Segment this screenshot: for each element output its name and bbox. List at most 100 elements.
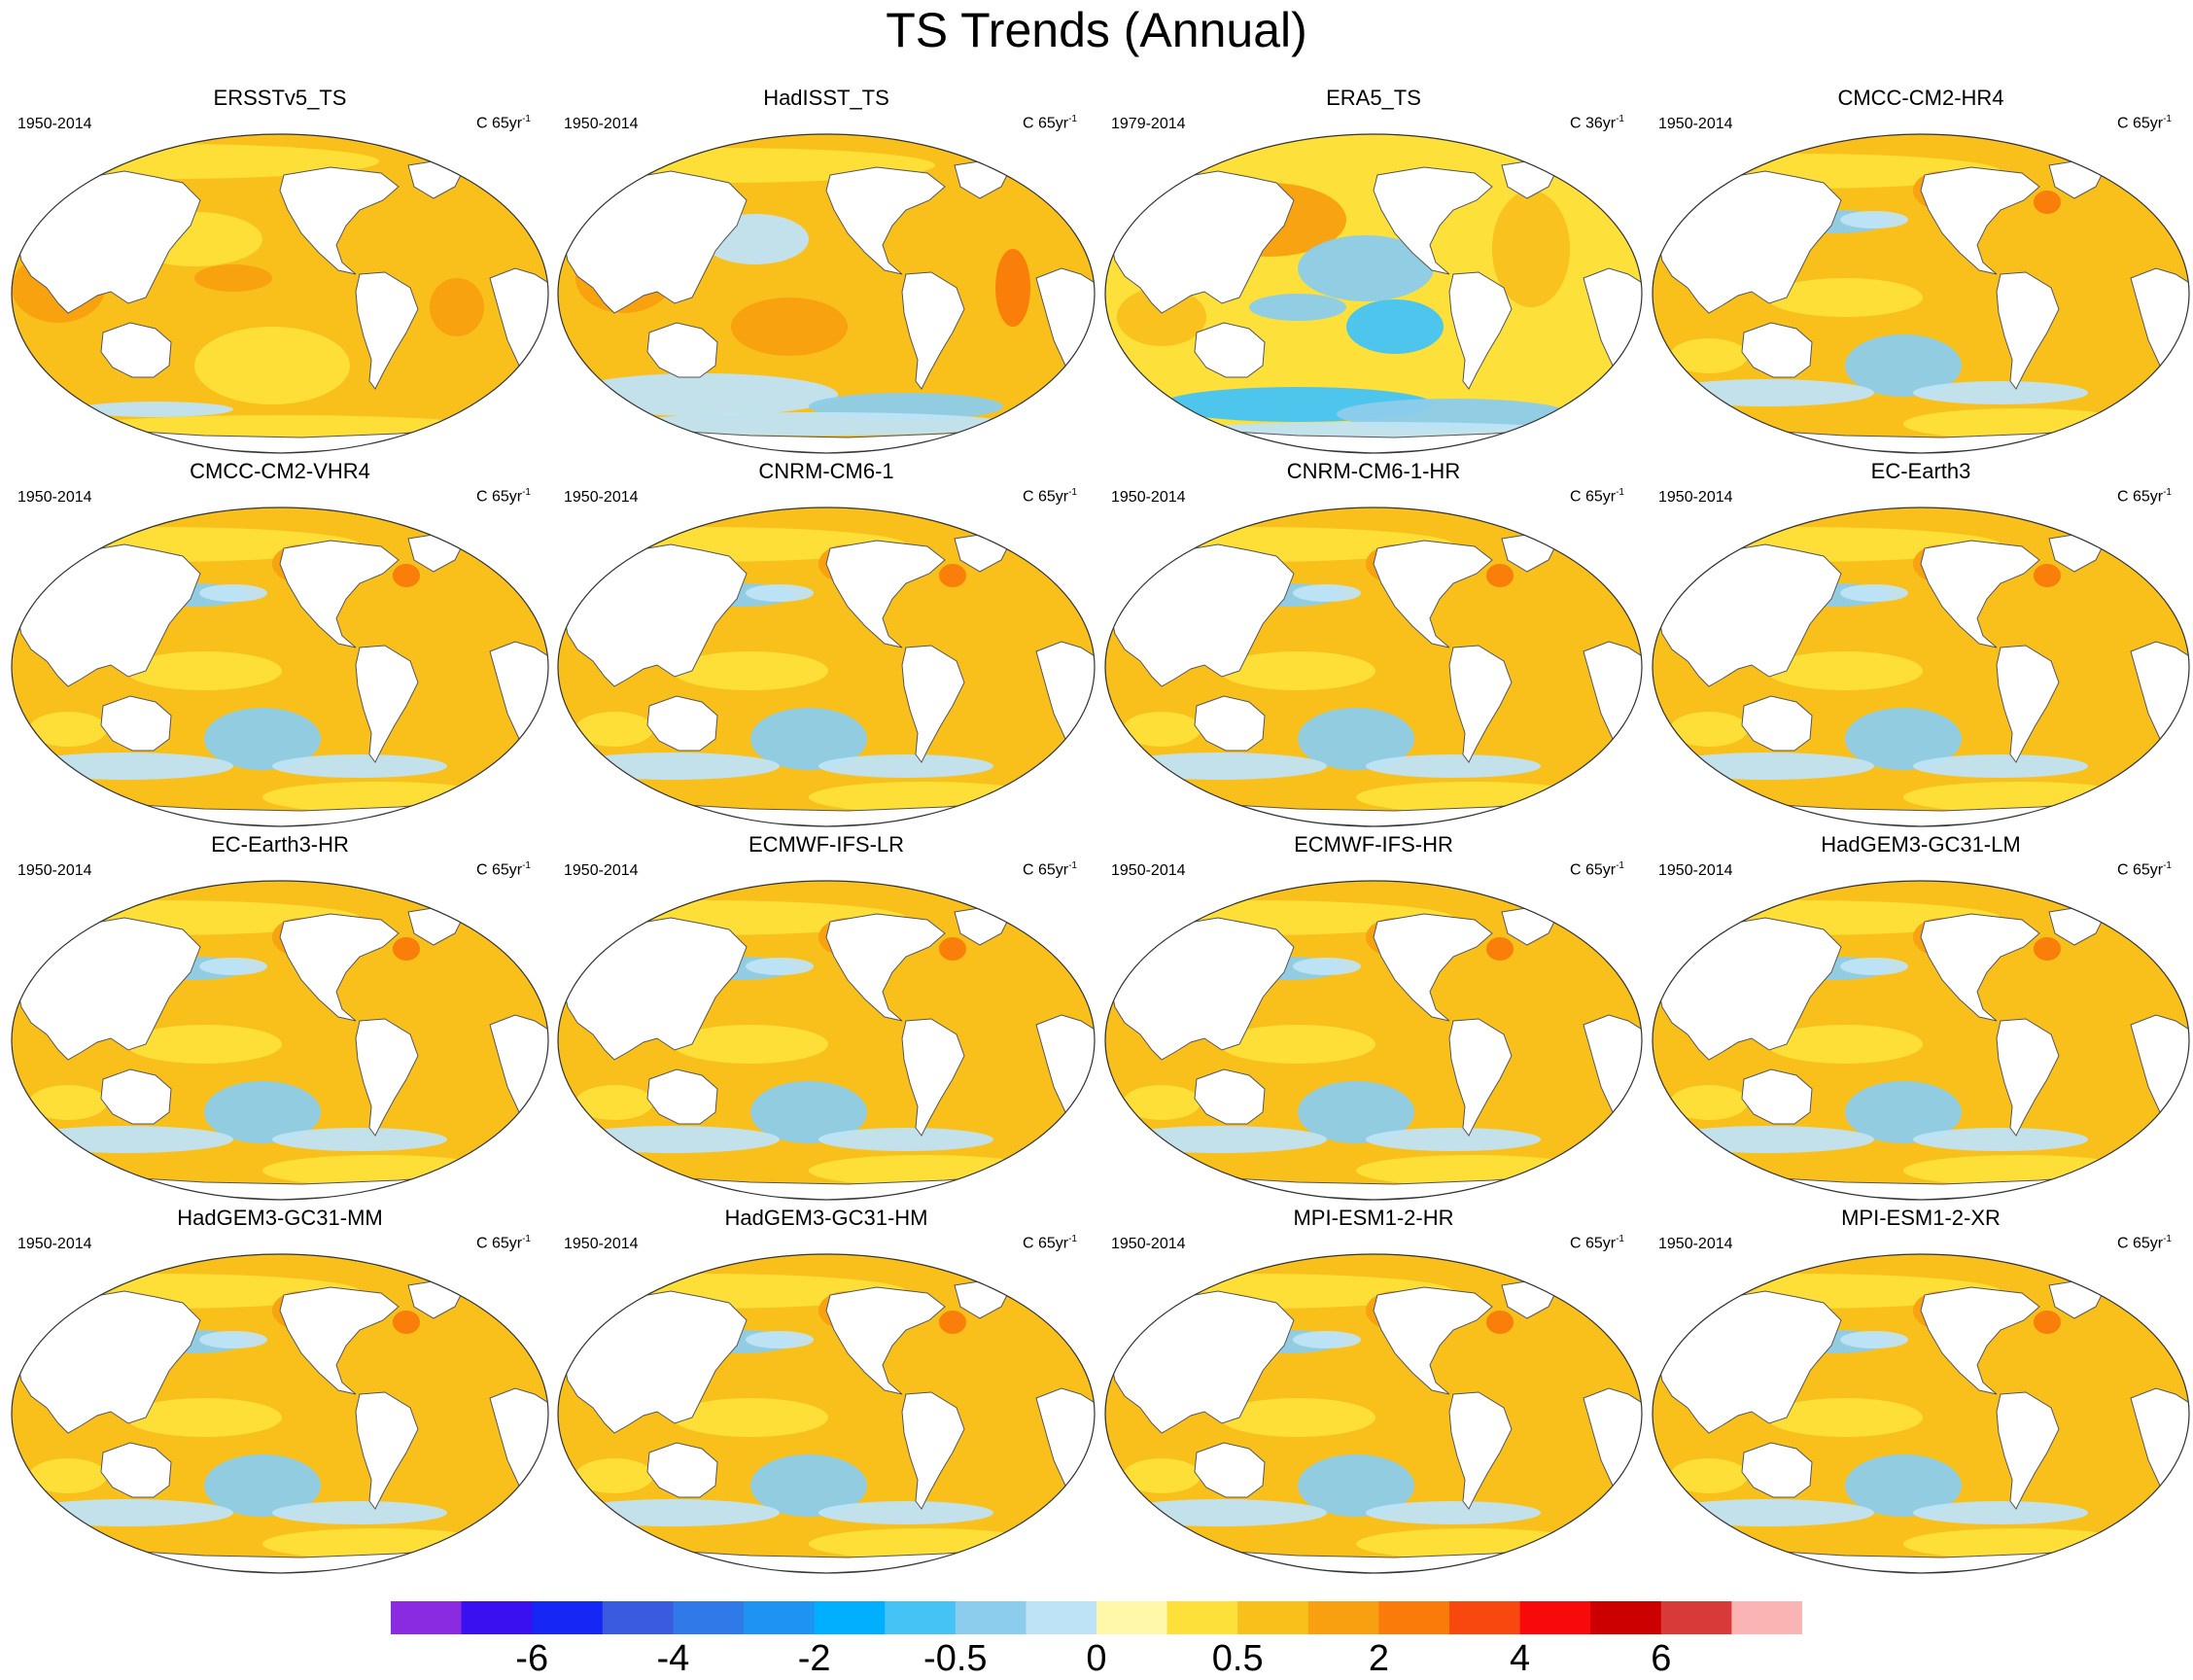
robinson-map xyxy=(11,880,549,1201)
colorbar-tick-label: 0.5 xyxy=(1211,1638,1264,1679)
landmass-namerica xyxy=(279,1286,400,1395)
robinson-map xyxy=(1652,1253,2190,1574)
panel-units-exponent: -1 xyxy=(1068,860,1077,871)
landmass-namerica xyxy=(1373,166,1493,275)
north-pacific-cool-fringe xyxy=(1293,958,1361,975)
robinson-map xyxy=(557,880,1096,1201)
north-pacific-cool-fringe xyxy=(746,958,814,975)
landmass-asia xyxy=(1108,543,1295,687)
landmass-australia xyxy=(1741,695,1813,752)
landmass-namerica xyxy=(825,1286,946,1395)
labrador-warm-patch xyxy=(2034,937,2061,961)
landmass-asia xyxy=(15,917,201,1061)
map-boundary xyxy=(11,507,549,827)
panel-units-exponent: -1 xyxy=(1068,487,1077,498)
panel-units-text: C 65yr xyxy=(2116,1235,2164,1252)
southern-ocean-cool-band xyxy=(566,1126,780,1153)
panel-units: C 65yr-1 xyxy=(476,857,531,880)
landmass-samerica xyxy=(355,1391,419,1510)
panel-units: C 36yr-1 xyxy=(1570,110,1624,133)
panel-units: C 65yr-1 xyxy=(2117,110,2172,133)
panel-title: HadISST_TS xyxy=(763,86,889,110)
southern-ocean-cool-band-east xyxy=(1913,754,2088,778)
map-boundary xyxy=(557,133,1096,454)
panel-units-exponent: -1 xyxy=(2163,114,2172,124)
landmass-namerica xyxy=(825,913,946,1022)
landmass-samerica xyxy=(1996,645,2060,763)
panel-title: CNRM-CM6-1 xyxy=(758,459,894,483)
robinson-map xyxy=(1104,133,1643,454)
south-pacific-cool-patch xyxy=(750,1454,867,1517)
indian-ocean-patch xyxy=(1123,1458,1201,1493)
landmass-australia xyxy=(100,695,172,752)
landmass-namerica xyxy=(1920,913,2040,1022)
southern-ocean-cool-band-east xyxy=(1366,754,1541,778)
colorbar-swatch-10 xyxy=(1026,1601,1097,1634)
landmass-namerica xyxy=(279,166,400,275)
landmass-australia xyxy=(1741,322,1813,378)
atlantic-warm-patch xyxy=(1492,191,1570,307)
panel-units-exponent: -1 xyxy=(2163,487,2172,498)
panel-units-text: C 65yr xyxy=(1022,488,1069,506)
landmass-asia xyxy=(561,1290,748,1434)
landmass-australia xyxy=(1741,1442,1813,1498)
panel-units: C 65yr-1 xyxy=(1570,857,1624,880)
landmass-samerica xyxy=(901,1391,965,1510)
tropical-pacific-patch xyxy=(1767,1398,1923,1437)
colorbar-swatch-17 xyxy=(1519,1601,1591,1634)
robinson-map xyxy=(1104,880,1643,1201)
panel-units-text: C 65yr xyxy=(2116,115,2164,132)
landmass-australia xyxy=(100,322,172,378)
panel-title: ERA5_TS xyxy=(1326,86,1421,110)
tropical-pacific-patch xyxy=(1767,278,1923,317)
tropical-pacific-patch xyxy=(673,1025,828,1064)
robinson-map xyxy=(1652,133,2190,454)
robinson-map xyxy=(11,507,549,827)
north-pacific-cool-fringe xyxy=(1840,958,1908,975)
panel-units: C 65yr-1 xyxy=(1023,857,1077,880)
landmass-australia xyxy=(646,1442,718,1498)
colorbar-swatch-1 xyxy=(391,1601,463,1634)
panel-units-exponent: -1 xyxy=(522,114,531,124)
southern-ocean-cool-band-east xyxy=(1366,1128,1541,1151)
north-pacific-cool-fringe xyxy=(1293,1331,1361,1348)
map-panel-4: CMCC-CM2-HR4 1950-2014 C 65yr-1 xyxy=(1649,86,2193,457)
panel-period: 1950-2014 xyxy=(17,862,92,879)
landmass-samerica xyxy=(355,645,419,763)
south-pacific-cool-patch xyxy=(204,1454,321,1517)
map-boundary xyxy=(1104,880,1643,1201)
central-pacific-warm-patch xyxy=(731,298,848,356)
southern-ocean-cool-band xyxy=(1113,1499,1327,1526)
panel-units-exponent: -1 xyxy=(522,860,531,871)
labrador-warm-patch xyxy=(1486,1311,1514,1334)
landmass-namerica xyxy=(1373,913,1493,1022)
panel-units-text: C 65yr xyxy=(1022,1235,1069,1252)
southern-ocean-cool-band xyxy=(566,373,838,416)
trend-field xyxy=(1105,881,1642,1200)
landmass-asia xyxy=(1655,917,1842,1061)
panel-units: C 65yr-1 xyxy=(2117,857,2172,880)
landmass-samerica xyxy=(1448,271,1513,390)
colorbar-swatch-20 xyxy=(1731,1601,1802,1634)
colorbar-swatch-2 xyxy=(461,1601,533,1634)
indian-ocean-patch xyxy=(575,1458,653,1493)
indian-ocean-patch xyxy=(1670,1458,1748,1493)
landmass-samerica xyxy=(1996,1018,2060,1137)
panel-units-text: C 65yr xyxy=(2116,488,2164,506)
map-boundary xyxy=(1104,133,1643,454)
landmass-asia xyxy=(1655,543,1842,687)
panel-units-exponent: -1 xyxy=(1068,114,1077,124)
landmass-australia xyxy=(100,1068,172,1125)
panel-units: C 65yr-1 xyxy=(476,110,531,133)
panel-period: 1950-2014 xyxy=(17,489,92,506)
labrador-warm-patch xyxy=(939,564,966,587)
tropical-pacific-patch xyxy=(1767,1025,1923,1064)
north-pacific-cool-fringe xyxy=(1840,584,1908,602)
panel-units-text: C 65yr xyxy=(1569,488,1617,506)
colorbar-tick-label: 0 xyxy=(1086,1638,1107,1679)
landmass-namerica xyxy=(1920,166,2040,275)
panel-units: C 65yr-1 xyxy=(1023,110,1077,133)
landmass-samerica xyxy=(1996,1391,2060,1510)
landmass-samerica xyxy=(355,1018,419,1137)
southern-ocean-cool-band xyxy=(1660,1126,1874,1153)
